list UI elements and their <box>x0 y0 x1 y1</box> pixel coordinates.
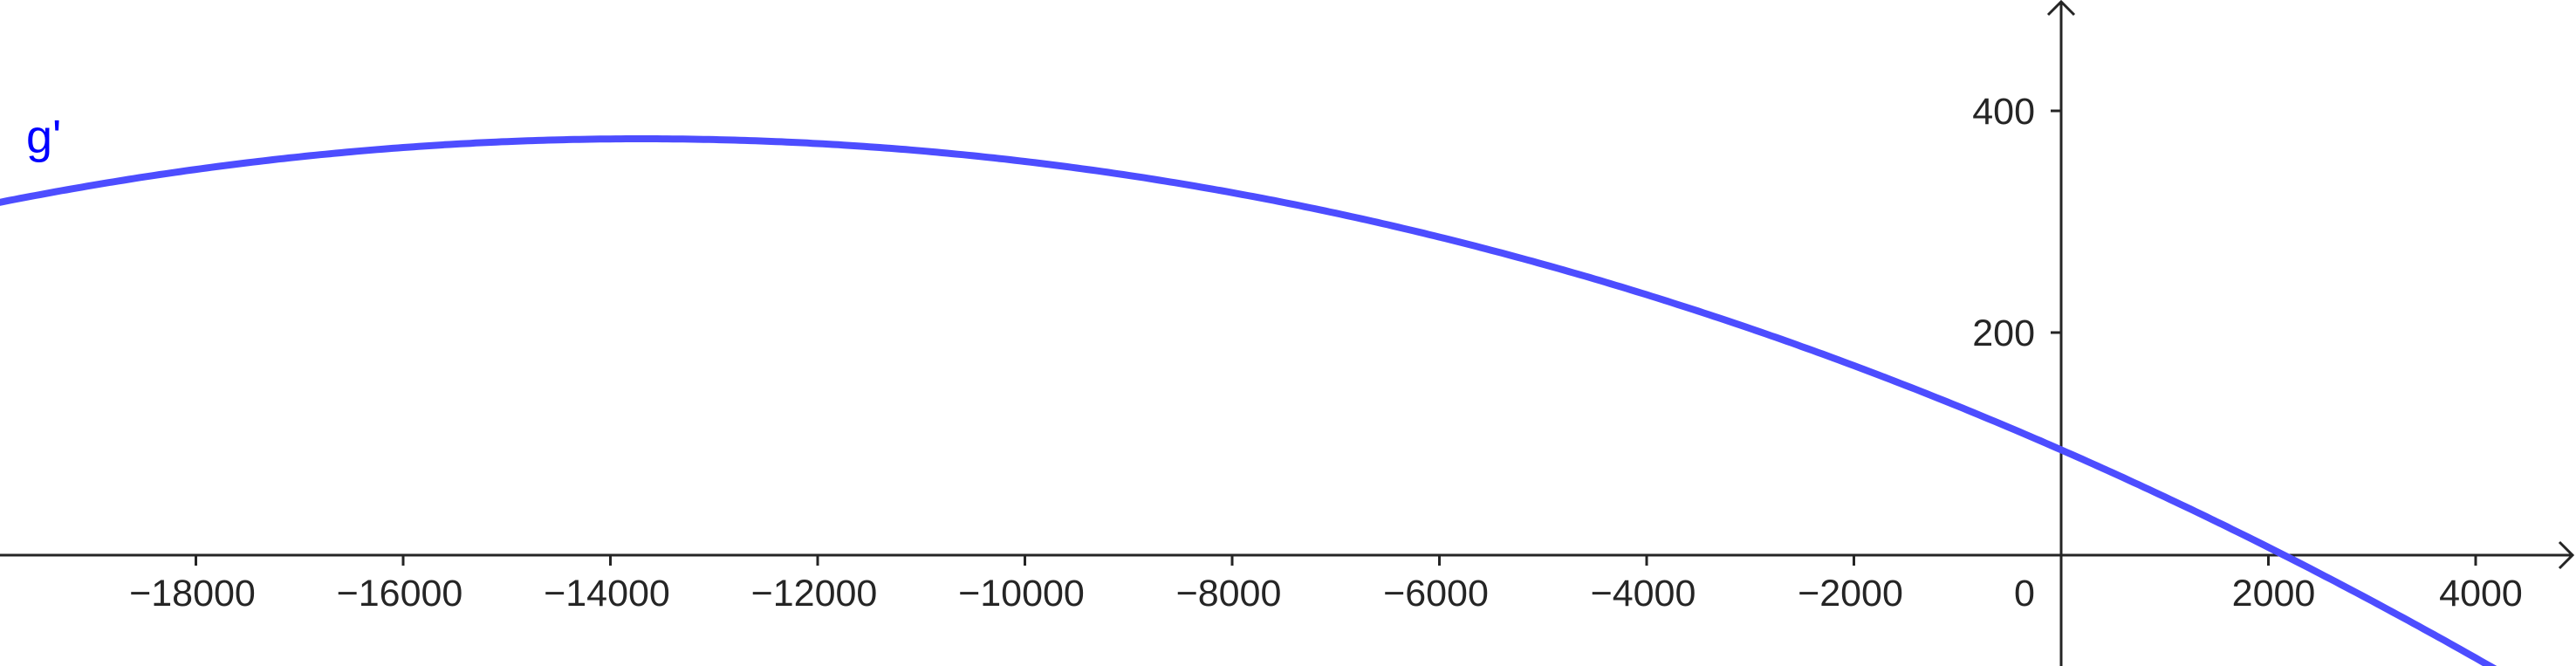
x-tick-label: −10000 <box>958 573 1085 615</box>
function-curve-g-prime[interactable] <box>0 135 2507 666</box>
x-axis-tick-labels: −18000 −16000 −14000 −12000 −10000 −8000 −6000… <box>129 573 2523 615</box>
x-tick-label: −16000 <box>337 573 463 615</box>
x-tick-label: −14000 <box>544 573 670 615</box>
x-axis-ticks <box>195 555 2477 566</box>
x-axis: −18000 −16000 −14000 −12000 −10000 −8000 −6000… <box>0 540 2575 615</box>
x-tick-label: −12000 <box>751 573 878 615</box>
y-tick-label-200: 200 <box>1972 312 2035 354</box>
x-tick-label: −2000 <box>1798 573 1903 615</box>
x-tick-label: −8000 <box>1176 573 1282 615</box>
y-tick-label-400: 400 <box>1972 91 2035 133</box>
x-tick-label: 4000 <box>2439 573 2523 615</box>
function-label-g-prime[interactable]: g' <box>26 111 61 163</box>
x-axis-arrow-icon <box>2558 540 2575 570</box>
y-axis: 400 200 <box>1972 0 2076 666</box>
y-axis-arrow-icon <box>2046 0 2076 17</box>
x-tick-label: −4000 <box>1591 573 1696 615</box>
x-tick-label: −6000 <box>1383 573 1489 615</box>
x-tick-label: 2000 <box>2232 573 2316 615</box>
origin-label: 0 <box>2014 573 2035 615</box>
x-tick-label: −18000 <box>129 573 256 615</box>
